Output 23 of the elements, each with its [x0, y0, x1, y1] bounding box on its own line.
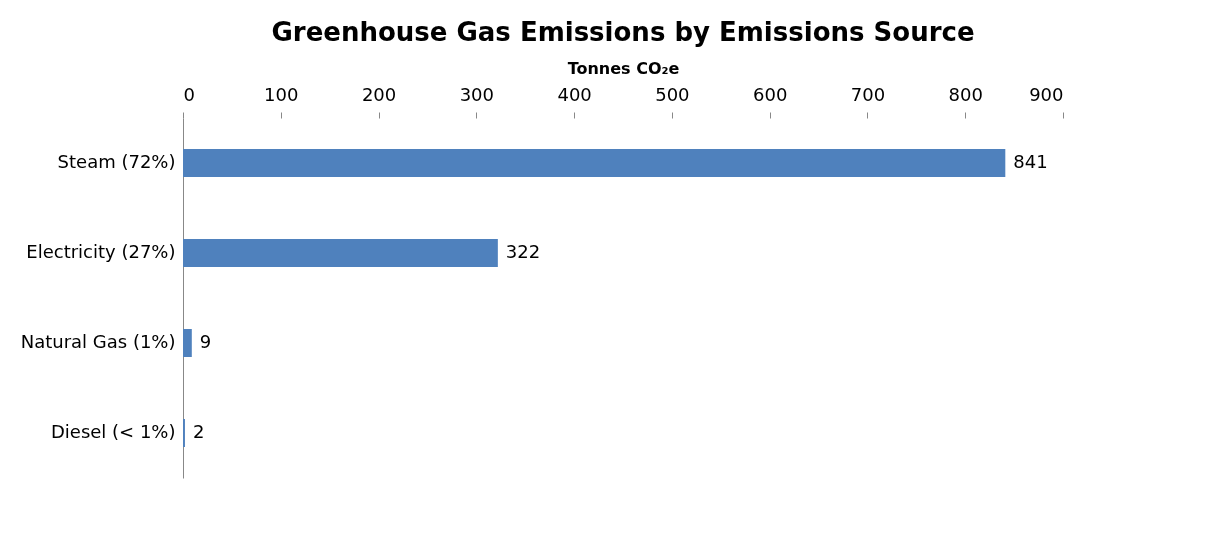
x-tick-label: 0 — [183, 83, 195, 105]
x-tick-label: 800 — [948, 83, 983, 105]
x-tick-label: 100 — [264, 83, 299, 105]
data-label: 9 — [199, 331, 212, 352]
bar — [183, 239, 498, 267]
y-tick-label: Natural Gas (1%) — [20, 331, 176, 352]
y-tick-label: Electricity (27%) — [26, 241, 176, 262]
chart-title: Greenhouse Gas Emissions by Emissions Source — [271, 17, 975, 47]
data-label: 322 — [505, 241, 541, 262]
data-label: 2 — [192, 421, 205, 442]
y-tick-label: Diesel (< 1%) — [50, 421, 176, 442]
x-tick-label: 900 — [1029, 83, 1064, 105]
x-axis-title: Tonnes CO₂e — [567, 58, 680, 78]
x-tick-label: 700 — [850, 83, 886, 105]
x-tick-label: 300 — [459, 83, 495, 105]
x-tick-label: 200 — [361, 83, 397, 105]
bar — [183, 329, 192, 357]
y-tick-label: Steam (72%) — [57, 151, 176, 172]
x-tick-label: 400 — [557, 83, 592, 105]
data-label: 841 — [1013, 151, 1048, 172]
bar — [183, 149, 1006, 177]
x-tick-label: 500 — [655, 83, 690, 105]
x-tick-label: 600 — [752, 83, 788, 105]
